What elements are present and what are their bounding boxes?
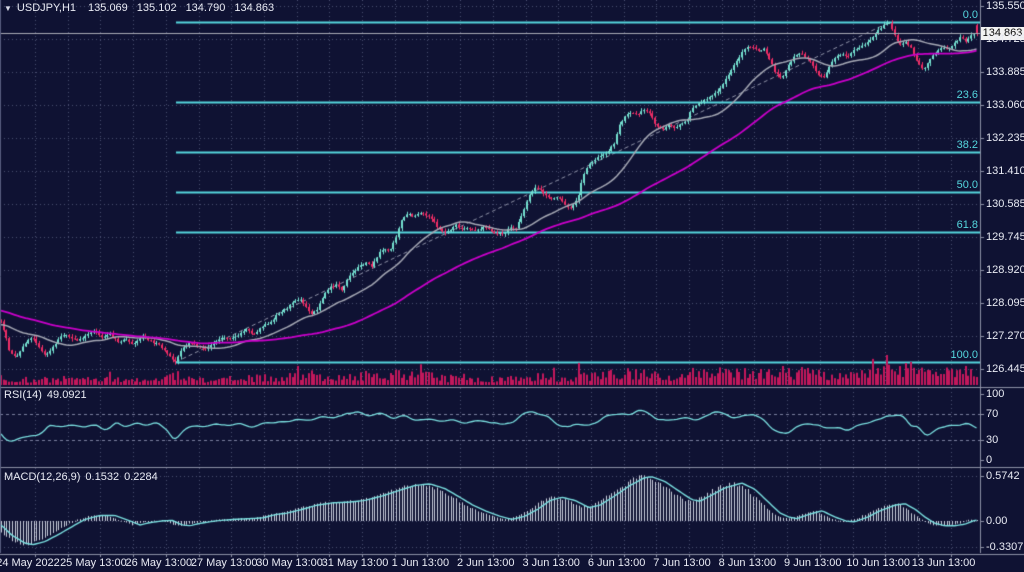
symbol-dropdown-icon[interactable]: ▼ xyxy=(4,3,12,13)
